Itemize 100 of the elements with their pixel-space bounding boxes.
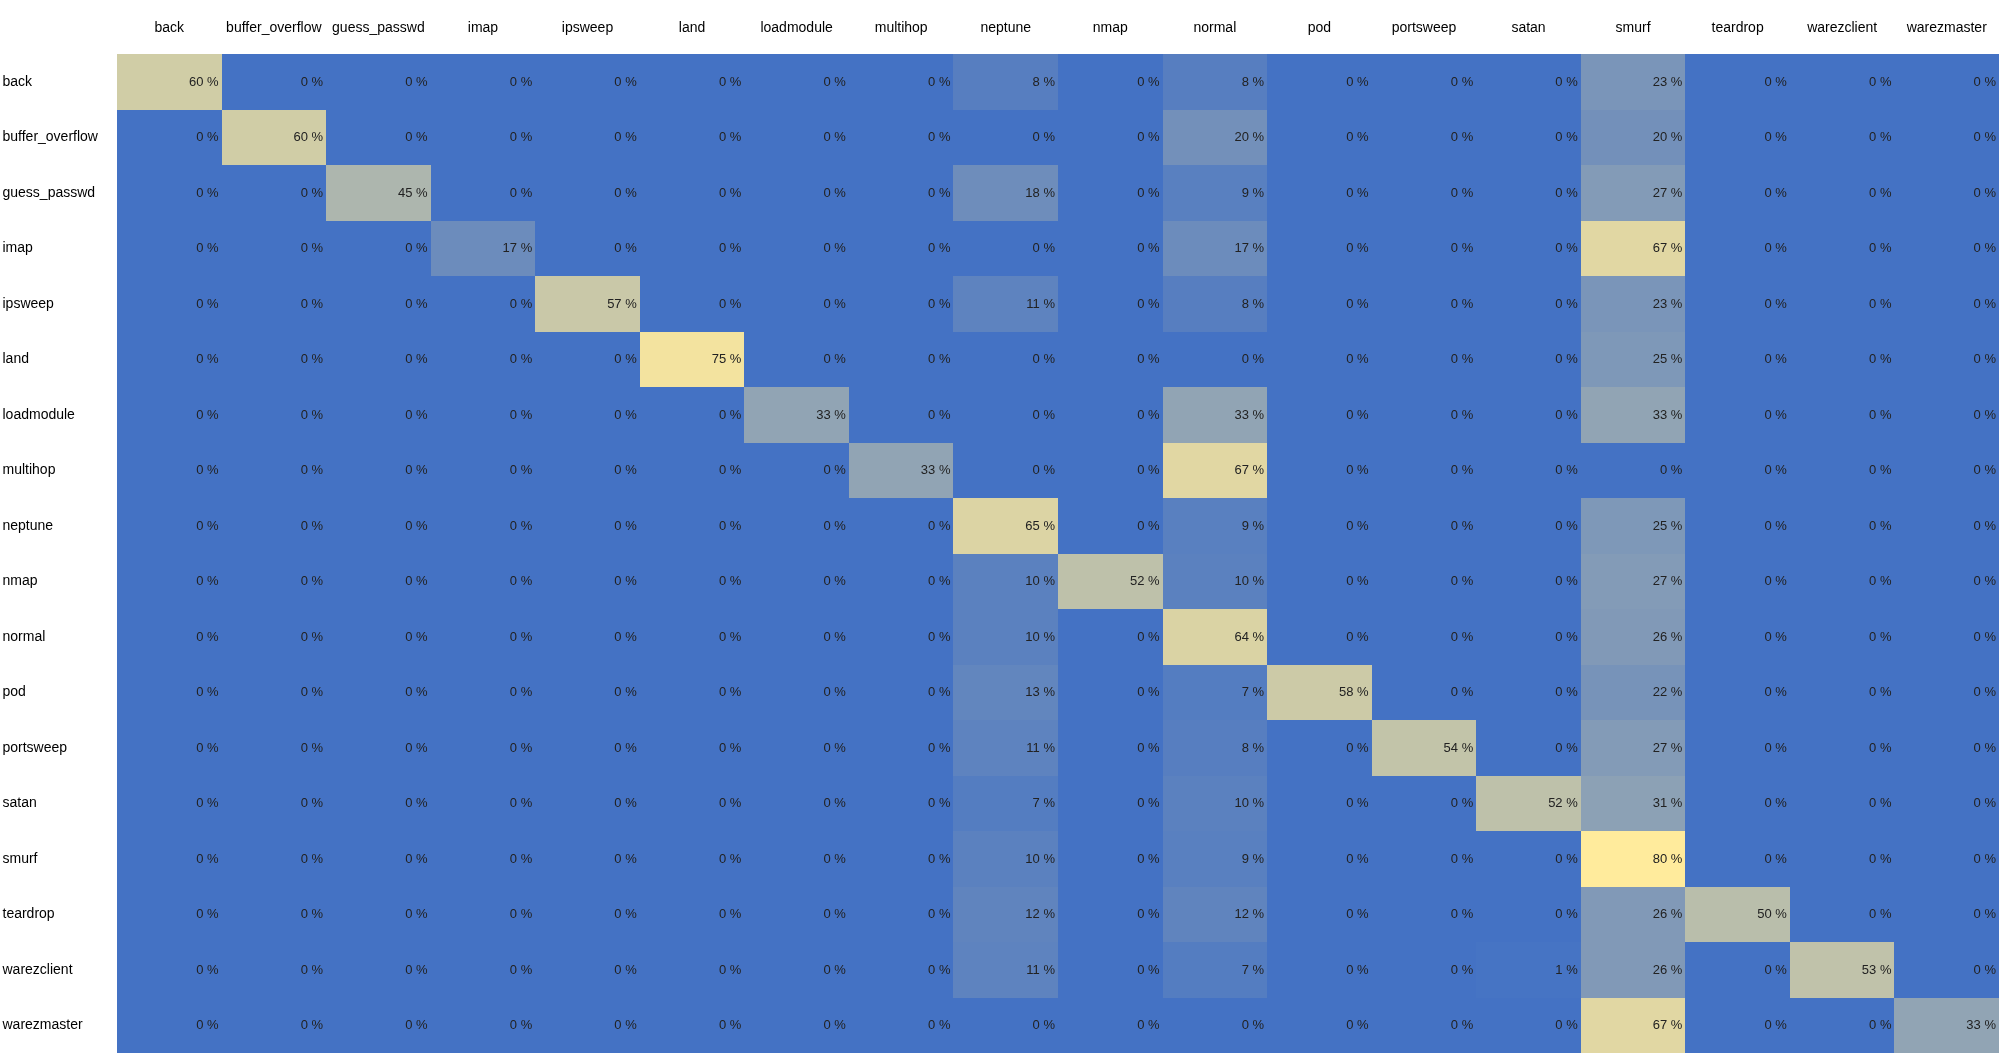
data-label: 0 % bbox=[1555, 628, 1579, 644]
data-label: 0 % bbox=[614, 795, 638, 811]
data-label: 17 % bbox=[1234, 240, 1265, 256]
data-label: 0 % bbox=[1346, 351, 1370, 367]
data-label: 0 % bbox=[196, 184, 219, 200]
data-label: 0 % bbox=[928, 1017, 951, 1033]
data-label: 8 % bbox=[1241, 295, 1265, 311]
data-label: 0 % bbox=[823, 240, 847, 256]
x-tick-label: guess_passwd bbox=[332, 18, 425, 35]
data-label: 0 % bbox=[1346, 795, 1370, 811]
data-label: 0 % bbox=[928, 129, 951, 145]
data-label: 0 % bbox=[718, 684, 742, 700]
data-label: 0 % bbox=[300, 628, 324, 644]
data-label: 0 % bbox=[405, 906, 429, 922]
data-label: 8 % bbox=[1241, 73, 1265, 89]
data-label: 0 % bbox=[823, 462, 847, 478]
data-label: 0 % bbox=[1137, 73, 1160, 89]
y-tick-label: buffer_overflow bbox=[2, 128, 99, 145]
data-label: 80 % bbox=[1652, 850, 1683, 866]
data-label: 0 % bbox=[300, 184, 324, 200]
data-label: 25 % bbox=[1652, 351, 1683, 367]
x-tick-label: teardrop bbox=[1711, 18, 1764, 35]
data-label: 0 % bbox=[1137, 739, 1160, 755]
data-label: 57 % bbox=[607, 295, 638, 311]
data-label: 0 % bbox=[1555, 351, 1579, 367]
x-tick-label: smurf bbox=[1615, 18, 1651, 35]
data-label: 0 % bbox=[1346, 573, 1370, 589]
data-label: 0 % bbox=[1973, 184, 1997, 200]
data-label: 0 % bbox=[928, 628, 951, 644]
data-label: 0 % bbox=[928, 295, 951, 311]
data-label: 60 % bbox=[293, 129, 324, 145]
data-label: 0 % bbox=[823, 1017, 847, 1033]
data-label: 0 % bbox=[614, 684, 638, 700]
data-label: 0 % bbox=[928, 573, 951, 589]
data-label: 0 % bbox=[1450, 184, 1474, 200]
data-label: 0 % bbox=[823, 684, 847, 700]
data-label: 0 % bbox=[718, 517, 742, 533]
data-label: 11 % bbox=[1026, 295, 1056, 311]
data-label: 10 % bbox=[1234, 573, 1265, 589]
data-label: 0 % bbox=[196, 406, 219, 422]
data-label: 0 % bbox=[1555, 462, 1579, 478]
y-tick-label: portsweep bbox=[2, 738, 68, 755]
data-label: 0 % bbox=[196, 739, 219, 755]
data-label: 0 % bbox=[1346, 406, 1370, 422]
data-label: 0 % bbox=[1869, 184, 1892, 200]
data-label: 0 % bbox=[718, 295, 742, 311]
data-label: 0 % bbox=[509, 739, 533, 755]
data-label: 0 % bbox=[405, 961, 429, 977]
y-tick-label: warezmaster bbox=[1, 1016, 83, 1033]
data-label: 0 % bbox=[1346, 240, 1370, 256]
data-label: 0 % bbox=[614, 628, 638, 644]
data-label: 0 % bbox=[1137, 684, 1160, 700]
data-label: 0 % bbox=[1973, 628, 1997, 644]
data-label: 0 % bbox=[1032, 240, 1056, 256]
data-label: 0 % bbox=[928, 517, 951, 533]
data-label: 0 % bbox=[405, 129, 429, 145]
data-label: 0 % bbox=[196, 351, 219, 367]
data-label: 0 % bbox=[509, 295, 533, 311]
data-label: 0 % bbox=[1869, 351, 1892, 367]
data-label: 0 % bbox=[1032, 351, 1056, 367]
x-tick-label: warezmaster bbox=[1905, 18, 1988, 35]
data-label: 0 % bbox=[1869, 462, 1892, 478]
data-label: 0 % bbox=[1764, 73, 1788, 89]
data-label: 26 % bbox=[1652, 906, 1683, 922]
data-label: 0 % bbox=[1137, 462, 1160, 478]
data-label: 33 % bbox=[816, 406, 847, 422]
data-label: 0 % bbox=[1973, 850, 1997, 866]
y-tick-label: normal bbox=[2, 627, 46, 644]
x-tick-label: warezclient bbox=[1806, 18, 1878, 35]
data-label: 0 % bbox=[509, 73, 533, 89]
data-label: 18 % bbox=[1025, 184, 1056, 200]
data-label: 25 % bbox=[1652, 517, 1683, 533]
data-label: 0 % bbox=[1450, 517, 1474, 533]
data-label: 0 % bbox=[196, 462, 219, 478]
data-label: 0 % bbox=[928, 684, 951, 700]
data-label: 0 % bbox=[509, 406, 533, 422]
data-label: 0 % bbox=[509, 628, 533, 644]
data-label: 53 % bbox=[1861, 961, 1892, 977]
data-label: 0 % bbox=[509, 684, 533, 700]
data-label: 0 % bbox=[300, 573, 324, 589]
data-label: 0 % bbox=[928, 906, 951, 922]
data-label: 0 % bbox=[300, 795, 324, 811]
data-label: 33 % bbox=[1652, 406, 1683, 422]
data-label: 0 % bbox=[1869, 1017, 1892, 1033]
data-label: 0 % bbox=[1137, 961, 1160, 977]
data-label: 0 % bbox=[1973, 406, 1997, 422]
data-label: 0 % bbox=[300, 1017, 324, 1033]
data-label: 0 % bbox=[405, 462, 429, 478]
data-label: 0 % bbox=[1137, 628, 1160, 644]
data-label: 7 % bbox=[1241, 684, 1265, 700]
data-label: 0 % bbox=[1869, 684, 1892, 700]
data-label: 13 % bbox=[1025, 684, 1056, 700]
data-label: 58 % bbox=[1339, 684, 1370, 700]
x-tick-label: land bbox=[678, 18, 706, 35]
x-tick-label: normal bbox=[1193, 18, 1237, 35]
data-label: 65 % bbox=[1025, 517, 1056, 533]
data-label: 0 % bbox=[1032, 406, 1056, 422]
x-tick-label: pod bbox=[1307, 18, 1332, 35]
data-label: 0 % bbox=[1869, 240, 1892, 256]
data-label: 0 % bbox=[1973, 240, 1997, 256]
